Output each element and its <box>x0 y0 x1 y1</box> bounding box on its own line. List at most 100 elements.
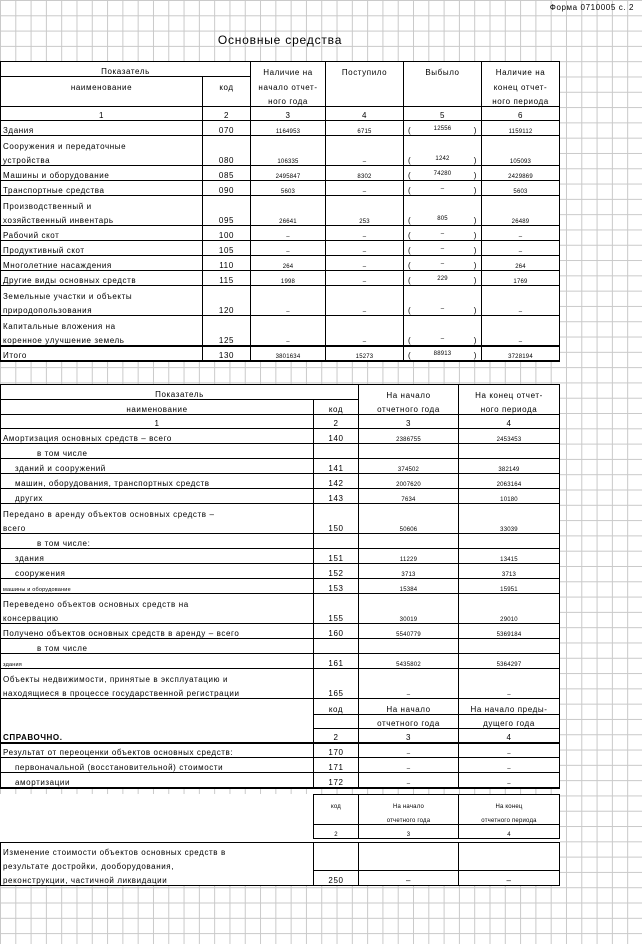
row-value-end: 264 <box>481 255 560 271</box>
row-value-start: 11229 <box>358 548 459 564</box>
value-change-table: код На начало На конец отчетного года от… <box>0 794 560 886</box>
row-code: 100 <box>202 225 251 241</box>
cell <box>358 503 459 519</box>
row-value-received: – <box>325 270 404 286</box>
header-received: Поступило <box>325 61 404 77</box>
cell <box>403 195 482 211</box>
row-code: 095 <box>202 210 251 226</box>
cell <box>250 285 326 301</box>
table-row: Многолетние насаждения 110 264–(–) 264 <box>0 255 560 271</box>
row-code-cell <box>202 285 251 301</box>
table-row: машин, оборудования, транспортных средст… <box>0 473 560 489</box>
row-code: 155 <box>313 608 359 624</box>
row-name: консервацию <box>0 608 314 624</box>
row-name: машины и оборудование <box>0 578 314 594</box>
row-name: Получено объектов основных средств в аре… <box>0 623 314 639</box>
table-row: Капитальные вложения на <box>0 315 560 331</box>
table-row: здания 161 5435802 5364297 <box>0 653 560 669</box>
row-value-start: 3801634 <box>250 344 326 362</box>
row-value-disposed: (–) <box>403 240 482 256</box>
row-value-end: 26489 <box>481 210 560 226</box>
cell <box>403 315 482 331</box>
table-row: зданий и сооружений 141 374502 382149 <box>0 458 560 474</box>
row-name: всего <box>0 518 314 534</box>
row-name: машин, оборудования, транспортных средст… <box>0 473 314 489</box>
row-value-disposed: (–) <box>403 255 482 271</box>
row-value: – <box>458 870 560 886</box>
row-value-end: 3713 <box>458 563 560 579</box>
table-row: машины и оборудование 153 15384 15951 <box>0 578 560 594</box>
header-end: На конец <box>458 794 560 810</box>
row-value-start: 374502 <box>358 458 459 474</box>
row-code: 161 <box>313 653 359 669</box>
row-value-end: – <box>458 683 560 699</box>
row-name: Изменение стоимости объектов основных ср… <box>0 842 314 857</box>
row-value-disposed: (1242) <box>403 150 482 166</box>
close-bracket: ) <box>473 350 477 360</box>
row-code: 110 <box>202 255 251 271</box>
row-value-end: – <box>458 757 560 773</box>
row-name: амортизации <box>0 772 314 789</box>
col-number: 3 <box>358 728 459 743</box>
close-bracket: ) <box>473 171 477 180</box>
header-start-2: отчетного года <box>358 809 459 825</box>
open-bracket: ( <box>408 350 412 360</box>
row-name: коренное улучшение земель <box>0 330 203 346</box>
row-value-start: 15384 <box>358 578 459 594</box>
col-number: 4 <box>458 728 560 743</box>
header-end-2: отчетного периода <box>458 809 560 825</box>
open-bracket: ( <box>408 261 412 270</box>
row-name-2: результате достройки, дооборудования, <box>0 856 314 871</box>
disposed-value: 805 <box>437 216 448 222</box>
open-bracket: ( <box>408 171 412 180</box>
open-bracket: ( <box>408 186 412 195</box>
row-value-end: 3728194 <box>481 344 560 362</box>
close-bracket: ) <box>473 306 477 315</box>
disposed-value: 88913 <box>433 350 452 357</box>
row-code: 172 <box>313 772 359 789</box>
disposed-value: 74280 <box>433 171 452 177</box>
header-indicator: Показатель <box>0 61 251 77</box>
row-name: Здания <box>0 120 203 136</box>
row-name: Земельные участки и объекты <box>0 285 203 301</box>
row-value-start: 3713 <box>358 563 459 579</box>
row-name: Продуктивный скот <box>0 240 203 256</box>
table-row: устройства 080 106335–(1242) 105093 <box>0 150 560 166</box>
table-row: в том числе: <box>0 533 560 549</box>
table-row: Передано в аренду объектов основных сред… <box>0 503 560 519</box>
header-prev: На начало преды- <box>458 698 560 715</box>
close-bracket: ) <box>473 246 477 255</box>
cell <box>403 285 482 301</box>
row-code: 080 <box>202 150 251 166</box>
row-code: 090 <box>202 180 251 196</box>
row-code: 160 <box>313 623 359 639</box>
row-value-end: 105093 <box>481 150 560 166</box>
row-value-start: 30019 <box>358 608 459 624</box>
row-value-end: 1769 <box>481 270 560 286</box>
row-name: Многолетние насаждения <box>0 255 203 271</box>
table-row: Объекты недвижимости, принятые в эксплуа… <box>0 668 560 684</box>
table-row: в том числе <box>0 638 560 654</box>
table-row: здания 151 11229 13415 <box>0 548 560 564</box>
header-start-3: ного года <box>250 91 326 107</box>
cell <box>358 668 459 684</box>
disposed-value: – <box>440 335 445 342</box>
row-value-start: 1998 <box>250 270 326 286</box>
table-row: Другие виды основных средств 115 1998–(229… <box>0 270 560 286</box>
close-bracket: ) <box>473 186 477 195</box>
row-name: других <box>0 488 314 504</box>
row-value-end: – <box>458 772 560 789</box>
row-value-received: 8302 <box>325 165 404 181</box>
row-value-end: – <box>481 225 560 241</box>
row-name: зданий и сооружений <box>0 458 314 474</box>
row-value: – <box>358 870 459 886</box>
row-name: Результат от переоценки объектов основны… <box>0 741 314 758</box>
open-bracket: ( <box>408 335 412 345</box>
row-code: 170 <box>313 741 359 758</box>
cell <box>250 315 326 331</box>
table-row: Транспортные средства 090 5603–(–) 5603 <box>0 180 560 196</box>
row-value-end: 2453453 <box>458 428 560 444</box>
row-code-cell <box>313 593 359 609</box>
row-value-disposed: (–) <box>403 225 482 241</box>
header-start: Наличие на <box>250 61 326 77</box>
